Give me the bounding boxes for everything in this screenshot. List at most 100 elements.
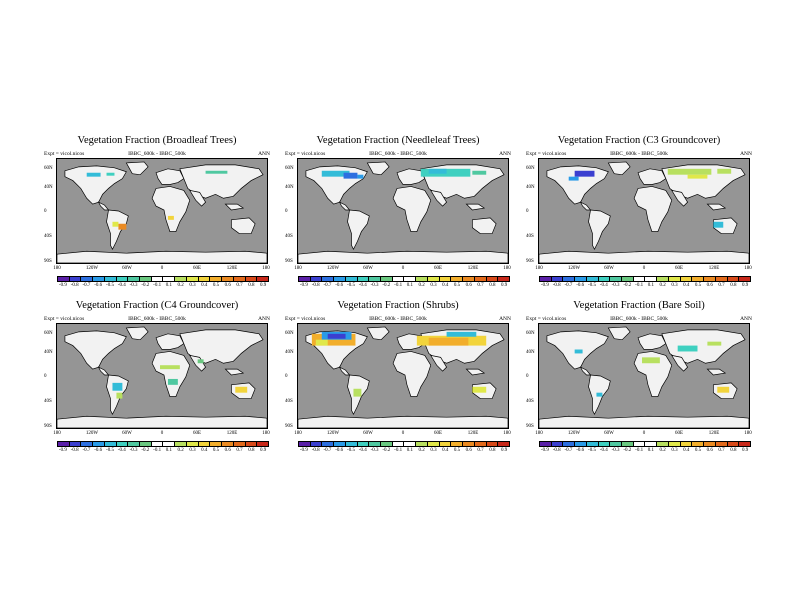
colorbar-swatch <box>497 277 509 281</box>
colorbar-swatch <box>92 442 104 446</box>
colorbar-label: -0.8 <box>552 283 561 288</box>
colorbar-swatch <box>321 277 334 281</box>
colorbar-label: -0.7 <box>323 283 332 288</box>
colorbar-label: -0.3 <box>370 448 379 453</box>
colorbar-labels: -0.9 -0.8 -0.7 -0.6 -0.5 -0.4 -0.3 -0.2 -0.1 0.1 0… <box>298 448 510 456</box>
colorbar-label: 0.1 <box>647 448 654 453</box>
lon-tick: 60E <box>192 431 202 436</box>
lat-tick: 90S <box>44 424 52 429</box>
colorbar-swatch <box>574 277 586 281</box>
lon-tick: 60E <box>433 431 443 436</box>
anomaly-patches <box>321 168 487 179</box>
expt-label: Expt = vicol.nicos <box>285 151 326 157</box>
colorbar-swatch <box>473 442 486 446</box>
colorbar-swatch <box>714 277 727 281</box>
colorbar-label: 0.1 <box>647 283 654 288</box>
anomaly-patches <box>112 359 248 399</box>
colorbar-label: -0.6 <box>335 448 344 453</box>
colorbar-swatch <box>415 277 427 281</box>
colorbar-swatch <box>209 442 222 446</box>
lat-tick: 0 <box>526 374 529 379</box>
colorbar-swatch <box>356 442 369 446</box>
colorbar-swatch <box>415 442 427 446</box>
colorbar-label: 0.2 <box>418 448 425 453</box>
lon-tick: 180 <box>744 266 752 271</box>
lon-tick: 120W <box>567 266 581 271</box>
colorbar-swatch <box>644 277 657 281</box>
panel-title: Vegetation Fraction (C3 Groundcover) <box>557 135 721 146</box>
colorbar-swatch <box>221 442 233 446</box>
colorbar <box>57 441 269 447</box>
lon-tick: 0 <box>401 266 405 271</box>
panel-subtitle: IBBC_600k - IBBC_500k <box>610 151 668 157</box>
colorbar-swatch <box>621 277 633 281</box>
panel-subtitle: IBBC_600k - IBBC_500k <box>369 151 427 157</box>
colorbar-label: -0.1 <box>635 283 644 288</box>
colorbar-label: 0.9 <box>741 283 749 288</box>
colorbar-label: 0.2 <box>177 448 184 453</box>
colorbar-swatch <box>450 277 463 281</box>
colorbar-swatch <box>58 442 69 446</box>
colorbar-swatch <box>438 277 451 281</box>
colorbar-label: -0.5 <box>106 283 114 288</box>
colorbar-swatch <box>632 442 645 446</box>
lon-tick: 0 <box>642 266 646 271</box>
colorbar-swatch <box>574 442 586 446</box>
colorbar-label: -0.7 <box>82 283 91 288</box>
colorbar-label: -0.4 <box>599 448 608 453</box>
colorbar-swatch <box>299 277 310 281</box>
lat-tick: 40N <box>44 350 53 355</box>
panel-bare-soil: Vegetation Fraction (Bare Soil) Expt = v… <box>526 300 752 475</box>
colorbar-label: -0.9 <box>299 448 308 453</box>
colorbar-label: 0.6 <box>706 448 713 453</box>
lat-tick: 0 <box>285 374 288 379</box>
colorbar-label: -0.7 <box>564 448 573 453</box>
colorbar-swatch <box>58 277 69 281</box>
season-label: ANN <box>499 151 511 157</box>
colorbar-label: -0.4 <box>358 448 367 453</box>
colorbar-label: 0.4 <box>442 448 449 453</box>
colorbar-label: 0.3 <box>430 448 437 453</box>
colorbar-label: -0.7 <box>564 283 573 288</box>
colorbar-swatch <box>426 277 439 281</box>
colorbar-swatch <box>162 277 175 281</box>
colorbar-swatch <box>485 442 498 446</box>
world-map <box>56 158 268 264</box>
colorbar-labels: -0.9 -0.8 -0.7 -0.6 -0.5 -0.4 -0.3 -0.2 -0.1 0.1 0… <box>539 283 751 291</box>
colorbar-label: 0.8 <box>489 283 496 288</box>
colorbar-label: 0.8 <box>248 283 255 288</box>
colorbar-label: 0.3 <box>189 448 196 453</box>
lat-tick: 60N <box>285 331 294 336</box>
colorbar-label: -0.5 <box>588 448 596 453</box>
colorbar-swatch <box>344 277 357 281</box>
panel-c4-groundcover: Vegetation Fraction (C4 Groundcover) Exp… <box>44 300 270 475</box>
expt-label: Expt = vicol.nicos <box>44 316 85 322</box>
colorbar-label: 0.9 <box>741 448 749 453</box>
colorbar-label: -0.6 <box>576 448 585 453</box>
colorbar-label: 0.4 <box>683 448 690 453</box>
colorbar-swatch <box>256 277 268 281</box>
lon-tick: 120W <box>85 431 99 436</box>
colorbar-label: -0.8 <box>311 448 320 453</box>
colorbar-swatch <box>299 442 310 446</box>
panel-c3-groundcover: Vegetation Fraction (C3 Groundcover) Exp… <box>526 135 752 310</box>
colorbar-swatch <box>185 277 198 281</box>
lat-tick: 0 <box>526 209 529 214</box>
colorbar-label: 0.7 <box>236 283 243 288</box>
colorbar-swatch <box>585 277 598 281</box>
colorbar-label: -0.9 <box>299 283 308 288</box>
lat-tick: 40S <box>285 399 293 404</box>
colorbar-swatch <box>550 277 563 281</box>
colorbar-label: -0.5 <box>347 283 355 288</box>
colorbar-label: 0.6 <box>224 283 231 288</box>
colorbar-label: 0.5 <box>694 448 702 453</box>
world-map <box>56 323 268 429</box>
lon-tick: 120E <box>708 266 720 271</box>
colorbar-swatch <box>232 442 245 446</box>
lat-tick: 60N <box>44 166 53 171</box>
lat-tick: 40S <box>526 234 534 239</box>
panel-subtitle: IBBC_600k - IBBC_500k <box>128 151 186 157</box>
season-label: ANN <box>499 316 511 322</box>
lat-tick: 90S <box>285 424 293 429</box>
colorbar-swatch <box>462 277 474 281</box>
